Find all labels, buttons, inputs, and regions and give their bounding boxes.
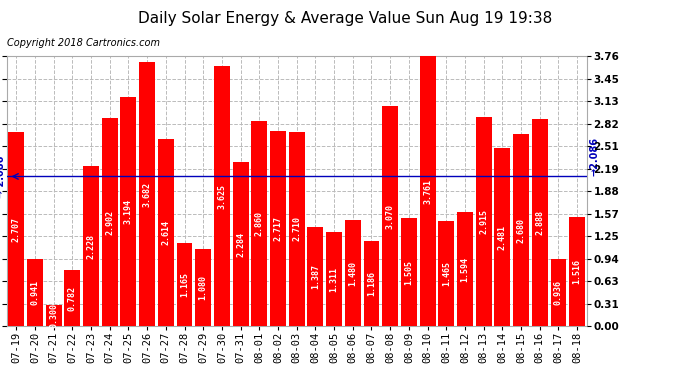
Text: 0.941: 0.941 [30,280,39,305]
Bar [233,162,248,326]
Bar [102,118,118,326]
Text: 2.860: 2.860 [255,211,264,236]
Bar [139,62,155,326]
Text: 0.936: 0.936 [554,280,563,305]
Text: 1.594: 1.594 [460,256,469,282]
Text: 2.707: 2.707 [12,216,21,242]
Bar [513,134,529,326]
Bar [27,259,43,326]
Bar [438,221,454,326]
Bar [158,138,174,326]
Text: 1.387: 1.387 [311,264,320,289]
Text: 3.625: 3.625 [217,184,226,209]
Bar [64,270,80,326]
Bar [345,220,361,326]
Text: 2.284: 2.284 [236,232,245,257]
Bar [46,305,61,326]
Bar [382,106,398,326]
Text: 1.480: 1.480 [348,261,357,286]
Bar [270,131,286,326]
Bar [475,117,491,326]
Text: 3.761: 3.761 [423,179,432,204]
Text: 2.481: 2.481 [498,225,507,250]
Text: 1.505: 1.505 [404,260,413,285]
Bar [308,226,324,326]
Bar [251,121,267,326]
Bar [195,249,211,326]
Text: 2.710: 2.710 [292,216,302,242]
Text: 1.465: 1.465 [442,261,451,286]
Text: 2.717: 2.717 [273,216,282,241]
Text: 3.194: 3.194 [124,199,133,224]
Text: → 2.086: → 2.086 [0,155,6,198]
Text: Copyright 2018 Cartronics.com: Copyright 2018 Cartronics.com [7,38,160,48]
Bar [177,243,193,326]
Text: 2.902: 2.902 [106,210,115,234]
Bar [551,259,566,326]
Text: 3.682: 3.682 [143,182,152,207]
Text: →2.086: →2.086 [589,138,600,177]
Text: 2.228: 2.228 [86,234,95,259]
Text: 2.614: 2.614 [161,220,170,245]
Bar [420,56,435,326]
Text: 1.080: 1.080 [199,275,208,300]
Bar [569,217,585,326]
Bar [532,119,548,326]
Text: 2.915: 2.915 [479,209,488,234]
Text: 1.516: 1.516 [573,260,582,284]
Text: 3.070: 3.070 [386,204,395,228]
Text: 0.300: 0.300 [49,303,58,328]
Bar [326,232,342,326]
Text: 2.680: 2.680 [517,217,526,243]
Text: 0.782: 0.782 [68,286,77,310]
Bar [214,66,230,326]
Text: 1.311: 1.311 [330,267,339,292]
Bar [364,241,380,326]
Bar [83,166,99,326]
Bar [457,212,473,326]
Bar [8,132,24,326]
Text: 1.186: 1.186 [367,271,376,296]
Bar [121,97,137,326]
Bar [288,132,305,326]
Text: 2.888: 2.888 [535,210,544,235]
Bar [495,148,511,326]
Bar [401,218,417,326]
Text: Daily Solar Energy & Average Value Sun Aug 19 19:38: Daily Solar Energy & Average Value Sun A… [138,11,552,26]
Text: 1.165: 1.165 [180,272,189,297]
